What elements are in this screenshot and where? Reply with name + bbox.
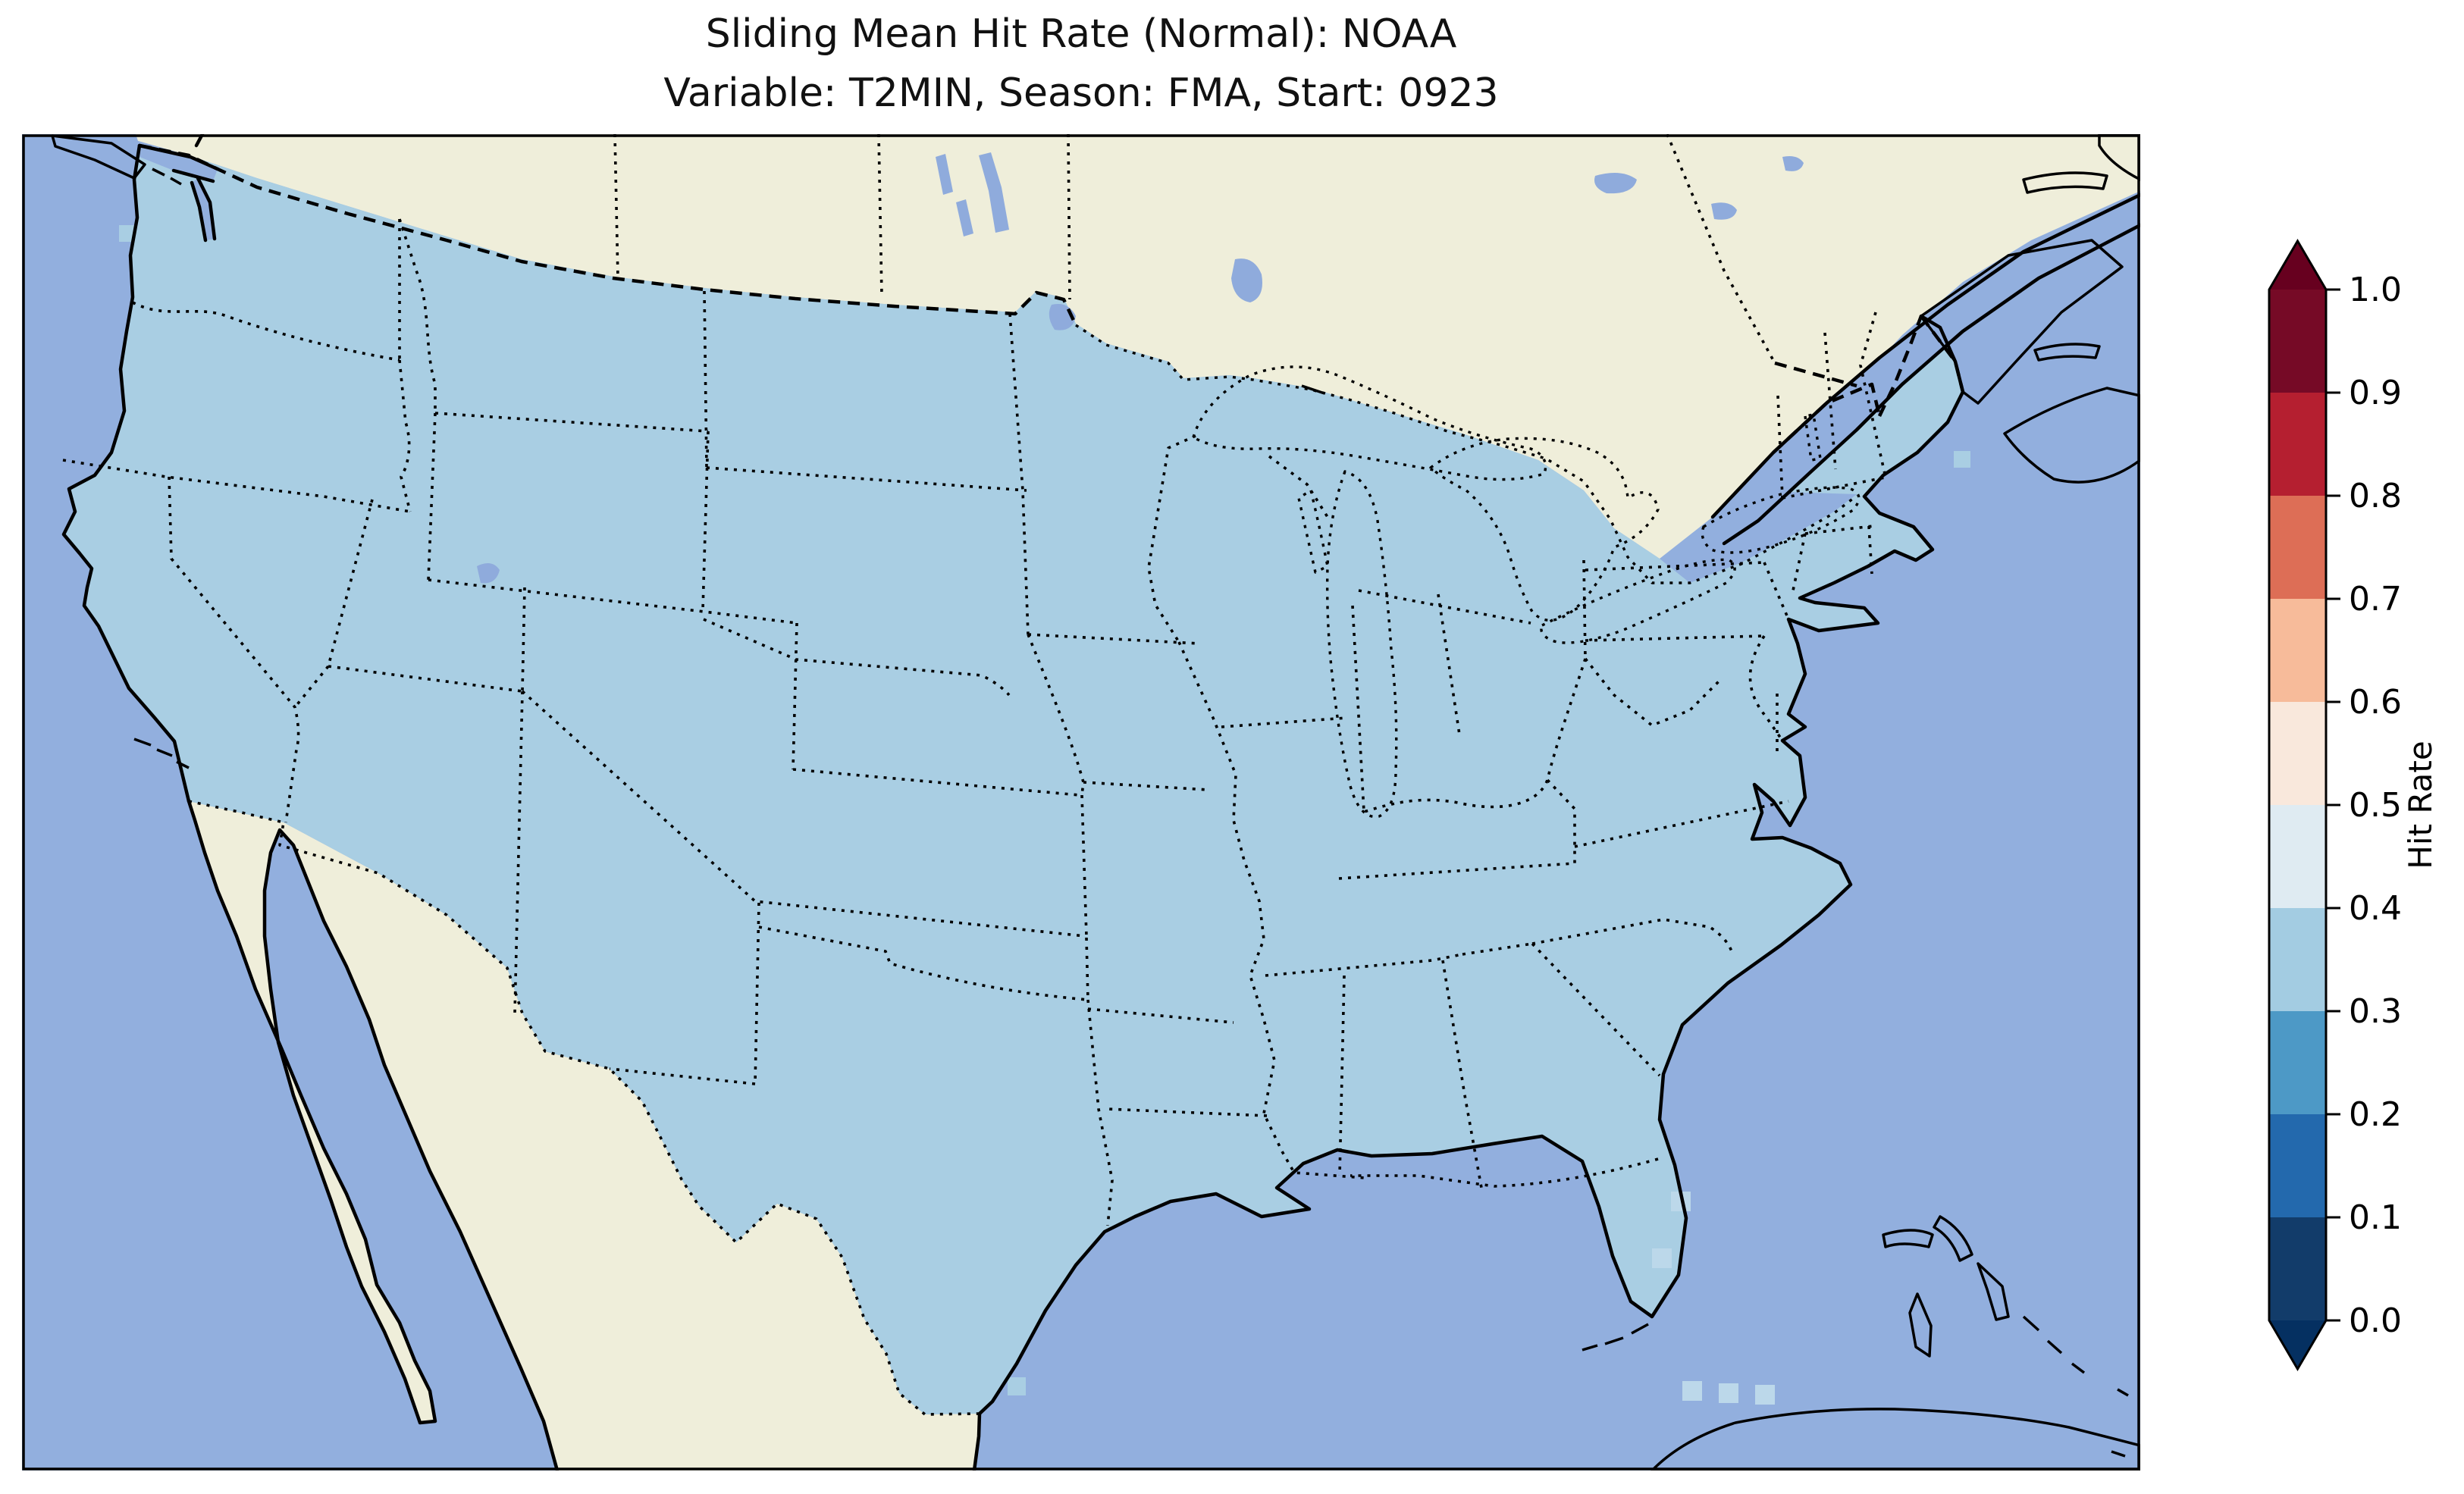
great-lakes	[1192, 365, 1861, 819]
lake-huron	[1429, 437, 1660, 622]
map-frame	[22, 134, 2140, 1471]
prince-edward-island	[2033, 343, 2101, 362]
isle-royale	[1301, 384, 1325, 395]
map-axes	[22, 134, 2140, 1471]
figure-title: Sliding Mean Hit Rate (Normal): NOAA Var…	[22, 5, 2140, 123]
colorbar: 1.0 0.9 0.8 0.7 0.6 0.5 0.4 0.3 0.2 0.1 …	[2240, 205, 2464, 1410]
us-gulf-atlantic-coast	[977, 314, 1965, 1416]
bahama-cays	[2022, 1315, 2129, 1458]
svg-text:0.5: 0.5	[2349, 786, 2402, 825]
data-cells	[119, 225, 1970, 1405]
us-canada-border-east	[1772, 315, 1965, 454]
colorbar-svg: 1.0 0.9 0.8 0.7 0.6 0.5 0.4 0.3 0.2 0.1 …	[2268, 239, 2439, 1371]
svg-text:0.4: 0.4	[2349, 889, 2402, 928]
colorbar-axis-label: Hit Rate	[2402, 741, 2439, 869]
us-west-coast	[61, 143, 191, 803]
svg-text:0.9: 0.9	[2349, 374, 2402, 412]
puget-coast	[137, 134, 220, 243]
grand-bahama	[1882, 1229, 1934, 1248]
colorbar-tick-labels: 1.0 0.9 0.8 0.7 0.6 0.5 0.4 0.3 0.2 0.1 …	[2349, 271, 2402, 1340]
eleuthera	[1977, 1262, 2010, 1321]
islands	[51, 134, 2140, 1471]
andros	[1908, 1292, 1933, 1358]
title-line-2: Variable: T2MIN, Season: FMA, Start: 092…	[663, 70, 1499, 116]
green-bay	[1297, 489, 1329, 574]
us-mexico-border	[188, 800, 980, 1416]
puget-sound-fjord	[192, 178, 215, 240]
lake-michigan	[1325, 470, 1398, 819]
svg-text:0.3: 0.3	[2349, 992, 2402, 1031]
canadian-lakes	[477, 152, 1804, 584]
colorbar-under-arrow	[2269, 1320, 2326, 1369]
state-borders	[62, 134, 1889, 1226]
lake-ontario	[1701, 486, 1861, 554]
svg-text:1.0: 1.0	[2349, 271, 2402, 309]
svg-text:0.7: 0.7	[2349, 580, 2402, 619]
us-canada-border-west	[139, 143, 1078, 326]
colorbar-ticks	[2326, 288, 2340, 1322]
title-line-1: Sliding Mean Hit Rate (Normal): NOAA	[705, 11, 1457, 57]
svg-text:0.1: 0.1	[2349, 1198, 2402, 1237]
canada-land	[136, 134, 2140, 559]
colorbar-segments	[2269, 241, 2326, 1369]
anticosti-island	[2022, 171, 2108, 194]
mexico-coast	[187, 799, 982, 1471]
st-lawrence-south-shore	[1710, 193, 2140, 519]
svg-text:0.2: 0.2	[2349, 1095, 2402, 1134]
national-borders	[139, 143, 1965, 1416]
abaco	[1933, 1215, 1973, 1262]
colorbar-over-arrow	[2269, 241, 2326, 290]
coastlines	[61, 134, 2140, 1471]
florida-keys	[1582, 1323, 1649, 1351]
us-canada-border-lakes	[1075, 324, 1858, 584]
newfoundland-corner	[2098, 134, 2140, 181]
cuba	[1651, 1408, 2140, 1471]
svg-text:0.8: 0.8	[2349, 477, 2402, 515]
lake-champlain	[1804, 413, 1822, 462]
us-fill	[64, 146, 1963, 1414]
map-svg	[22, 134, 2140, 1471]
svg-text:0.0: 0.0	[2349, 1301, 2402, 1340]
svg-text:0.6: 0.6	[2349, 683, 2402, 722]
gulf-islands	[152, 168, 182, 186]
nova-scotia	[2003, 387, 2140, 484]
st-lawrence-north-shore	[1722, 223, 2140, 546]
